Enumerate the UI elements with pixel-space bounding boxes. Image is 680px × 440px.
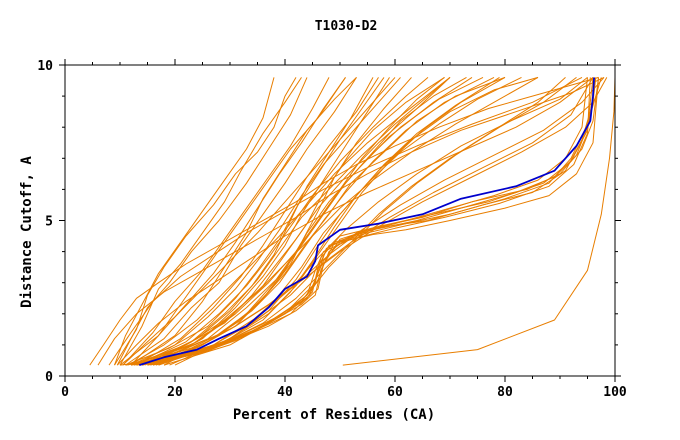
ticks-layer: 0 20 40 60 80 100 0 5 10 [37, 59, 627, 400]
series-line-5 [125, 77, 602, 366]
x-tick-label: 60 [387, 385, 403, 400]
x-tick-label: 40 [277, 385, 293, 400]
y-tick-label: 0 [45, 370, 53, 385]
series-line-47 [139, 77, 445, 366]
series-line-48 [144, 76, 467, 366]
series-line-23 [163, 76, 506, 366]
series-line-2 [136, 77, 599, 366]
series-line-32 [130, 77, 357, 366]
series-line-44 [128, 77, 451, 366]
x-tick-label: 0 [61, 385, 69, 400]
y-axis-label: Distance Cutoff, A [19, 156, 35, 308]
series-layer [89, 76, 616, 366]
series-line-13 [122, 77, 330, 366]
y-tick-label: 5 [45, 215, 53, 230]
series-line-17 [141, 77, 451, 366]
series-line-43 [147, 77, 588, 366]
x-tick-label: 80 [497, 385, 513, 400]
y-tick-label: 10 [37, 59, 53, 74]
series-line-42 [130, 76, 539, 366]
series-line-24 [141, 77, 412, 366]
series-line-50 [130, 77, 346, 366]
series-line-51 [150, 77, 566, 366]
chart-title: T1030-D2 [315, 19, 378, 34]
series-line-40 [136, 77, 608, 366]
series-line-28 [136, 77, 379, 366]
series-line-39 [125, 77, 605, 366]
series-line-7 [133, 77, 597, 366]
series-line-11 [116, 77, 308, 366]
series-line-35 [89, 76, 599, 366]
x-tick-label: 20 [167, 385, 183, 400]
x-axis-label: Percent of Residues (CA) [233, 407, 435, 423]
series-line-38 [116, 77, 594, 366]
series-line-29 [158, 76, 500, 366]
series-line-45 [155, 76, 506, 366]
series-line-37 [108, 76, 583, 366]
series-line-25 [125, 77, 385, 366]
series-line-12 [119, 77, 302, 366]
series-line-1 [342, 77, 616, 366]
series-line-34 [114, 77, 275, 366]
series-line-highlight [139, 77, 595, 366]
series-line-9 [119, 77, 591, 366]
series-line-16 [136, 77, 429, 366]
series-line-10 [114, 77, 297, 366]
x-tick-label: 100 [603, 385, 627, 400]
